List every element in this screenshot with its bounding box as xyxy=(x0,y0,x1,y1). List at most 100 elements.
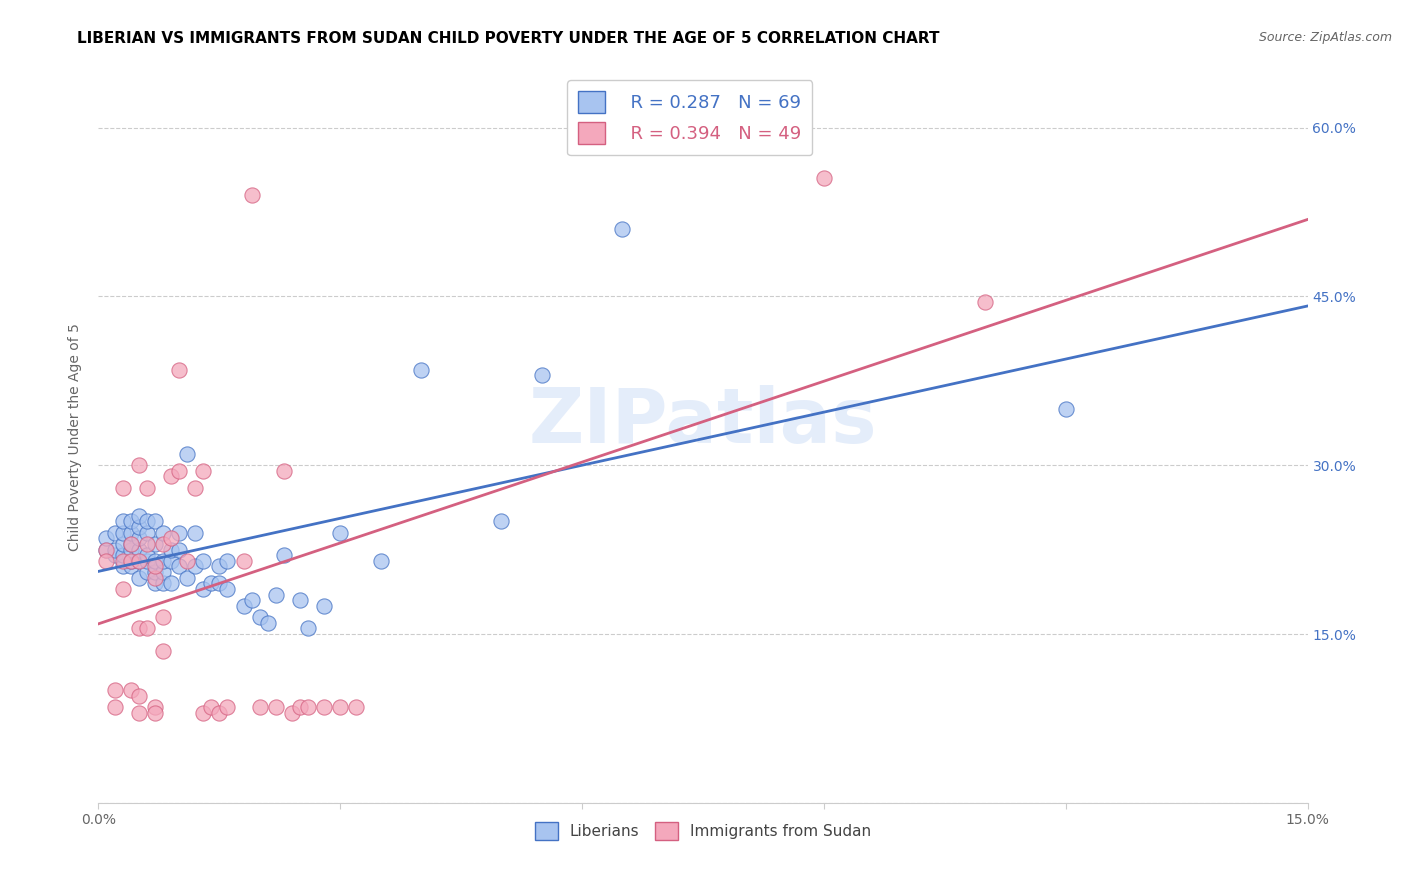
Point xyxy=(208,576,231,591)
Point xyxy=(120,542,142,557)
Point xyxy=(264,588,287,602)
Point xyxy=(344,700,367,714)
Point xyxy=(160,532,183,546)
Point xyxy=(240,593,263,607)
Point xyxy=(370,554,392,568)
Text: LIBERIAN VS IMMIGRANTS FROM SUDAN CHILD POVERTY UNDER THE AGE OF 5 CORRELATION C: LIBERIAN VS IMMIGRANTS FROM SUDAN CHILD … xyxy=(77,31,939,46)
Point xyxy=(217,582,239,596)
Point xyxy=(152,565,174,579)
Point xyxy=(111,582,134,596)
Point xyxy=(176,447,198,461)
Point xyxy=(264,700,287,714)
Point xyxy=(160,576,183,591)
Point xyxy=(111,554,134,568)
Point xyxy=(281,706,304,720)
Point xyxy=(200,576,222,591)
Point xyxy=(152,537,174,551)
Y-axis label: Child Poverty Under the Age of 5: Child Poverty Under the Age of 5 xyxy=(69,323,83,551)
Point xyxy=(135,548,157,562)
Point xyxy=(974,295,997,310)
Point xyxy=(111,481,134,495)
Point xyxy=(128,542,150,557)
Point xyxy=(96,532,118,546)
Point xyxy=(288,593,311,607)
Point xyxy=(409,362,432,376)
Point xyxy=(143,559,166,574)
Point xyxy=(184,481,207,495)
Point xyxy=(96,542,118,557)
Point xyxy=(135,537,157,551)
Point xyxy=(297,700,319,714)
Point xyxy=(530,368,553,383)
Point xyxy=(111,537,134,551)
Text: Source: ZipAtlas.com: Source: ZipAtlas.com xyxy=(1258,31,1392,45)
Point xyxy=(813,171,835,186)
Text: ZIPatlas: ZIPatlas xyxy=(529,385,877,459)
Point xyxy=(120,537,142,551)
Point xyxy=(135,554,157,568)
Point xyxy=(176,571,198,585)
Point xyxy=(193,582,215,596)
Point xyxy=(135,565,157,579)
Point xyxy=(160,554,183,568)
Point xyxy=(232,554,254,568)
Point xyxy=(96,554,118,568)
Point xyxy=(111,515,134,529)
Point xyxy=(120,515,142,529)
Point xyxy=(120,683,142,698)
Point xyxy=(184,525,207,540)
Point xyxy=(612,222,634,236)
Point xyxy=(193,706,215,720)
Point xyxy=(143,706,166,720)
Point xyxy=(184,559,207,574)
Point xyxy=(128,554,150,568)
Point xyxy=(491,515,513,529)
Point xyxy=(103,683,125,698)
Point xyxy=(273,548,295,562)
Point xyxy=(103,700,125,714)
Point xyxy=(120,537,142,551)
Point xyxy=(193,554,215,568)
Point xyxy=(120,559,142,574)
Point xyxy=(167,525,190,540)
Point xyxy=(143,576,166,591)
Point xyxy=(208,559,231,574)
Point xyxy=(167,464,190,478)
Point xyxy=(96,542,118,557)
Point xyxy=(143,554,166,568)
Point xyxy=(200,700,222,714)
Point xyxy=(143,700,166,714)
Point xyxy=(128,520,150,534)
Point xyxy=(120,554,142,568)
Point xyxy=(314,599,336,613)
Point xyxy=(314,700,336,714)
Point xyxy=(111,525,134,540)
Point xyxy=(152,576,174,591)
Point xyxy=(288,700,311,714)
Point xyxy=(135,481,157,495)
Point xyxy=(297,621,319,635)
Point xyxy=(143,565,166,579)
Point xyxy=(152,610,174,624)
Point xyxy=(273,464,295,478)
Point xyxy=(1054,401,1077,416)
Point xyxy=(103,525,125,540)
Point xyxy=(135,515,157,529)
Point xyxy=(152,644,174,658)
Point xyxy=(167,542,190,557)
Point xyxy=(128,508,150,523)
Point xyxy=(329,700,352,714)
Point xyxy=(152,525,174,540)
Point xyxy=(160,542,183,557)
Point xyxy=(111,548,134,562)
Point xyxy=(152,554,174,568)
Point xyxy=(208,706,231,720)
Point xyxy=(128,689,150,703)
Point xyxy=(128,706,150,720)
Point xyxy=(120,554,142,568)
Point xyxy=(128,571,150,585)
Point xyxy=(256,615,278,630)
Point xyxy=(193,464,215,478)
Point xyxy=(167,559,190,574)
Point xyxy=(111,559,134,574)
